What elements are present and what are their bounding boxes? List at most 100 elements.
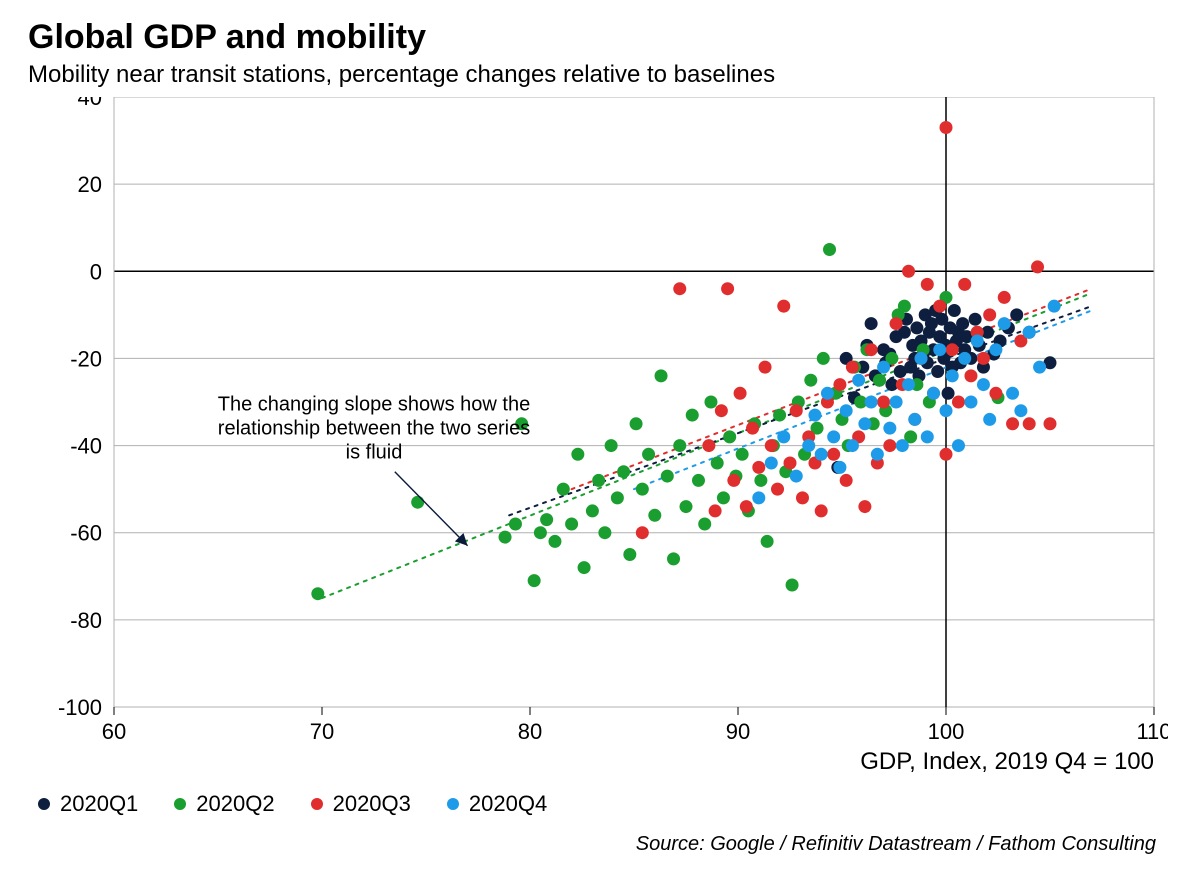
data-point — [1023, 417, 1036, 430]
data-point — [686, 409, 699, 422]
data-point — [873, 374, 886, 387]
data-point — [896, 439, 909, 452]
data-point — [727, 474, 740, 487]
data-point — [592, 474, 605, 487]
chart-plot-wrap: -100-80-60-40-200204060708090100110GDP, … — [28, 97, 1166, 782]
data-point — [1033, 361, 1046, 374]
data-point — [1006, 387, 1019, 400]
data-point — [883, 422, 896, 435]
data-point — [808, 409, 821, 422]
data-point — [759, 361, 772, 374]
data-point — [773, 409, 786, 422]
data-point — [509, 518, 522, 531]
data-point — [840, 474, 853, 487]
data-point — [877, 361, 890, 374]
data-point — [977, 378, 990, 391]
data-point — [964, 369, 977, 382]
data-point — [598, 526, 611, 539]
data-point — [1023, 326, 1036, 339]
data-point — [777, 430, 790, 443]
data-point — [698, 518, 711, 531]
y-tick-label: -20 — [70, 346, 102, 371]
data-point — [777, 300, 790, 313]
data-point — [846, 439, 859, 452]
data-point — [804, 374, 817, 387]
legend-dot-icon — [174, 798, 186, 810]
data-point — [948, 304, 961, 317]
data-point — [723, 430, 736, 443]
data-point — [736, 448, 749, 461]
data-point — [998, 317, 1011, 330]
data-point — [815, 448, 828, 461]
data-point — [754, 474, 767, 487]
data-point — [765, 457, 778, 470]
data-point — [877, 396, 890, 409]
data-point — [821, 387, 834, 400]
data-point — [630, 417, 643, 430]
data-point — [311, 587, 324, 600]
data-point — [790, 404, 803, 417]
data-point — [1010, 308, 1023, 321]
data-point — [802, 439, 815, 452]
data-point — [852, 374, 865, 387]
data-point — [815, 504, 828, 517]
x-tick-label: 90 — [726, 719, 750, 744]
x-axis-label: GDP, Index, 2019 Q4 = 100 — [860, 748, 1154, 775]
legend-label: 2020Q1 — [60, 791, 138, 817]
data-point — [692, 474, 705, 487]
data-point — [915, 352, 928, 365]
data-point — [989, 343, 1002, 356]
x-tick-label: 70 — [310, 719, 334, 744]
legend-label: 2020Q3 — [333, 791, 411, 817]
data-point — [865, 343, 878, 356]
data-point — [565, 518, 578, 531]
data-point — [931, 365, 944, 378]
chart-subtitle: Mobility near transit stations, percenta… — [28, 61, 1166, 89]
data-point — [680, 500, 693, 513]
data-point — [940, 121, 953, 134]
annotation-text: The changing slope shows how the — [218, 394, 530, 416]
data-point — [983, 308, 996, 321]
data-point — [998, 291, 1011, 304]
data-point — [846, 361, 859, 374]
data-point — [952, 396, 965, 409]
annotation-arrow — [395, 472, 468, 546]
data-point — [890, 317, 903, 330]
data-point — [623, 548, 636, 561]
source-text: Source: Google / Refinitiv Datastream / … — [28, 833, 1166, 856]
data-point — [883, 439, 896, 452]
data-point — [704, 396, 717, 409]
data-point — [586, 504, 599, 517]
legend: 2020Q1 2020Q2 2020Q3 2020Q4 — [28, 782, 1166, 823]
legend-dot-icon — [447, 798, 459, 810]
data-point — [865, 317, 878, 330]
data-point — [983, 413, 996, 426]
data-point — [969, 313, 982, 326]
data-point — [858, 500, 871, 513]
data-point — [921, 430, 934, 443]
data-point — [910, 321, 923, 334]
data-point — [711, 457, 724, 470]
data-point — [898, 300, 911, 313]
legend-item: 2020Q4 — [447, 791, 547, 817]
data-point — [578, 561, 591, 574]
data-point — [746, 422, 759, 435]
data-point — [833, 461, 846, 474]
data-point — [499, 531, 512, 544]
data-point — [971, 335, 984, 348]
legend-label: 2020Q2 — [196, 791, 274, 817]
data-point — [642, 448, 655, 461]
data-point — [958, 278, 971, 291]
data-point — [540, 513, 553, 526]
data-point — [946, 343, 959, 356]
data-point — [752, 491, 765, 504]
data-point — [989, 387, 1002, 400]
data-point — [740, 500, 753, 513]
data-point — [648, 509, 661, 522]
data-point — [528, 574, 541, 587]
data-point — [927, 387, 940, 400]
x-tick-label: 60 — [102, 719, 126, 744]
data-point — [902, 378, 915, 391]
chart-container: Global GDP and mobility Mobility near tr… — [0, 0, 1194, 883]
legend-dot-icon — [38, 798, 50, 810]
